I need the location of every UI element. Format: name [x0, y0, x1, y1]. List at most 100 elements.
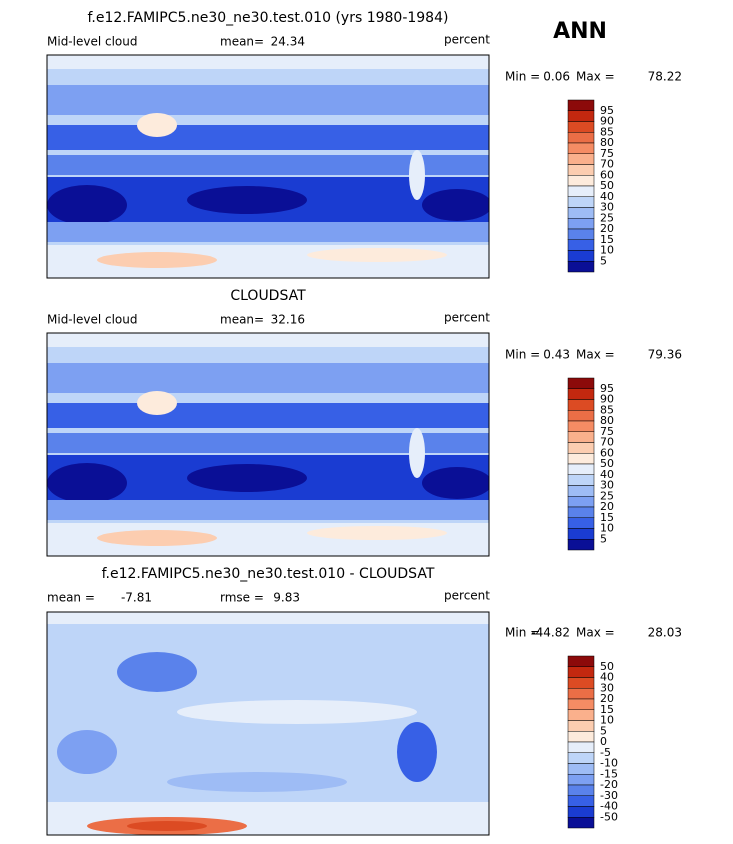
colorbar-box [567, 453, 595, 465]
colorbar-box [567, 677, 595, 689]
colorbar-label: -10 [600, 757, 618, 770]
colorbar-box [567, 121, 595, 133]
colorbar-box [567, 442, 595, 454]
colorbar-box [567, 431, 595, 443]
colorbar-box [567, 218, 595, 230]
variable-label: Mid-level cloud [47, 35, 137, 49]
colorbar-box [567, 485, 595, 497]
colorbar-box [567, 399, 595, 411]
colorbar-box [567, 261, 595, 273]
colorbar-label: 85 [600, 403, 614, 416]
colorbar-box [567, 774, 595, 786]
colorbar-label: 10 [600, 714, 614, 727]
map-frame [46, 54, 490, 279]
colorbar-label: 95 [600, 104, 614, 117]
colorbar-box [567, 463, 595, 475]
colorbar-label: -20 [600, 778, 618, 791]
panel-title: CLOUDSAT [230, 288, 306, 304]
stat-label: mean = [47, 591, 95, 605]
colorbar-box [567, 239, 595, 251]
max-value: 78.22 [648, 70, 682, 84]
stat-value: 9.83 [273, 591, 300, 605]
colorbar-box [567, 817, 595, 829]
panel-title: f.e12.FAMIPC5.ne30_ne30.test.010 - CLOUD… [102, 566, 435, 582]
colorbar-label: -30 [600, 789, 618, 802]
colorbar-label: 90 [600, 115, 614, 128]
stat-label: rmse = [220, 591, 264, 605]
map [47, 333, 489, 556]
colorbar-box [567, 784, 595, 796]
colorbar-box [567, 142, 595, 154]
colorbar-box [567, 709, 595, 721]
colorbar-box [567, 517, 595, 529]
colorbar-label: 10 [600, 522, 614, 535]
colorbar-label: 40 [600, 190, 614, 203]
colorbar-box [567, 132, 595, 144]
colorbar-box [567, 698, 595, 710]
colorbar-box [567, 207, 595, 219]
max-label: Max = [576, 70, 615, 84]
colorbar-label: 50 [600, 179, 614, 192]
colorbar-box [567, 688, 595, 700]
map [47, 55, 489, 278]
colorbar-box [567, 185, 595, 197]
map [47, 612, 489, 835]
colorbar-label: 70 [600, 158, 614, 171]
min-label: Min = [505, 348, 540, 362]
colorbar-box [567, 388, 595, 400]
colorbar-box [567, 99, 595, 111]
colorbar-box [567, 175, 595, 187]
max-value: 28.03 [648, 626, 682, 640]
min-value: 0.43 [543, 348, 570, 362]
min-label: Min = [505, 626, 540, 640]
units-label: percent [444, 589, 490, 603]
colorbar-box [567, 741, 595, 753]
colorbar-box [567, 795, 595, 807]
colorbar-label: 50 [600, 457, 614, 470]
colorbar-label: 10 [600, 244, 614, 257]
colorbar-box [567, 763, 595, 775]
colorbar-label: -15 [600, 767, 618, 780]
min-value: -44.82 [531, 626, 570, 640]
colorbar-label: 80 [600, 414, 614, 427]
colorbar-box [567, 474, 595, 486]
colorbar-label: 30 [600, 479, 614, 492]
colorbar-label: 25 [600, 211, 614, 224]
colorbar-label: 5 [600, 724, 607, 737]
map-field [47, 333, 489, 556]
colorbar-box [567, 528, 595, 540]
colorbar-box [567, 720, 595, 732]
colorbar-box [567, 164, 595, 176]
colorbar-label: 20 [600, 500, 614, 513]
colorbar-label: 5 [600, 532, 607, 545]
colorbar-label: 75 [600, 147, 614, 160]
colorbar-label: 75 [600, 425, 614, 438]
max-label: Max = [576, 626, 615, 640]
colorbar-box [567, 666, 595, 678]
colorbar-label: 90 [600, 393, 614, 406]
colorbar-label: -50 [600, 810, 618, 823]
colorbar-label: 80 [600, 136, 614, 149]
colorbar-label: 40 [600, 468, 614, 481]
colorbar-label: 30 [600, 201, 614, 214]
colorbar-box [567, 196, 595, 208]
stat-label: mean= [220, 35, 264, 49]
max-value: 79.36 [648, 348, 682, 362]
colorbar-box [567, 410, 595, 422]
colorbar-label: 0 [600, 735, 607, 748]
colorbar-box [567, 153, 595, 165]
colorbar-box [567, 250, 595, 262]
colorbar-box [567, 506, 595, 518]
stat-value: -7.81 [121, 591, 152, 605]
colorbar-label: 30 [600, 681, 614, 694]
map-frame [46, 611, 490, 836]
colorbar-box [567, 377, 595, 389]
colorbar-label: -5 [600, 746, 611, 759]
colorbar-label: 20 [600, 692, 614, 705]
colorbar-label: 60 [600, 446, 614, 459]
season-label: ANN [553, 19, 607, 44]
units-label: percent [444, 33, 490, 47]
panel-title: f.e12.FAMIPC5.ne30_ne30.test.010 (yrs 19… [88, 10, 449, 26]
colorbar-label: 70 [600, 436, 614, 449]
